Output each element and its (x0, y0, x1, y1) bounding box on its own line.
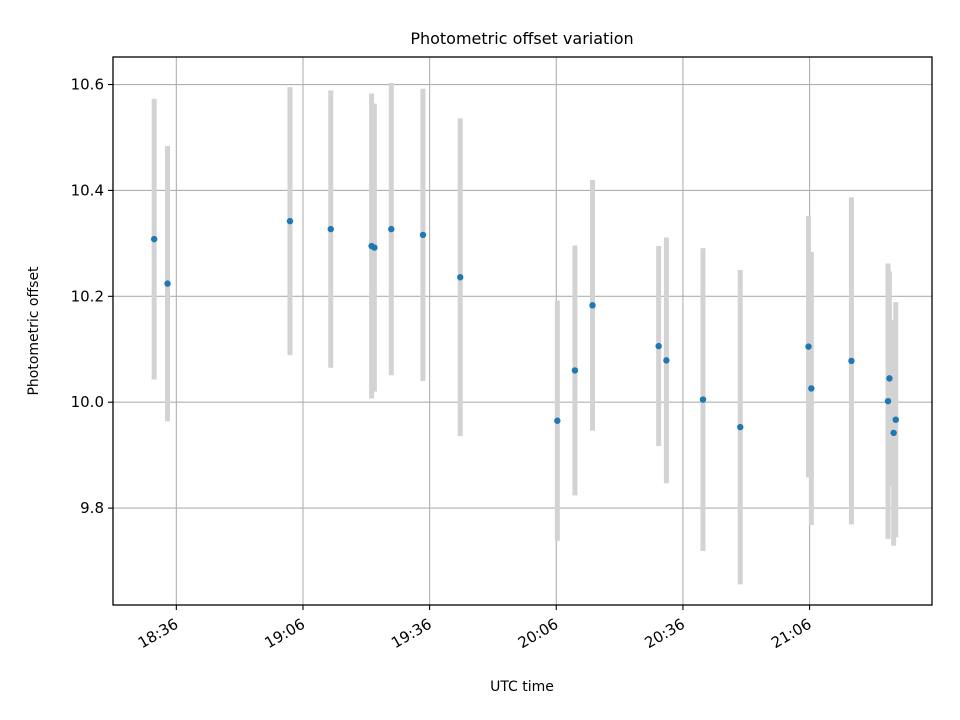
grid (113, 57, 932, 605)
y-tick-label: 10.6 (71, 76, 104, 94)
data-point (890, 429, 897, 437)
data-point (805, 343, 812, 350)
plot-area (113, 57, 932, 605)
data-point (554, 417, 561, 424)
data-point (419, 231, 427, 239)
data-point (286, 217, 294, 225)
data-points (150, 217, 899, 437)
data-point (571, 367, 579, 374)
data-point (886, 375, 893, 382)
plot-frame (112, 56, 933, 606)
x-axis-label: UTC time (490, 679, 554, 695)
y-axis-label: Photometric offset (26, 266, 42, 396)
data-point (884, 397, 892, 405)
data-point (150, 235, 158, 243)
y-tick-label: 10.0 (71, 393, 104, 411)
data-point (892, 416, 899, 423)
data-point (663, 357, 670, 364)
data-point (457, 274, 464, 281)
data-point (808, 385, 815, 392)
data-point (164, 280, 171, 287)
y-tick-label: 10.4 (71, 181, 104, 199)
chart-title: Photometric offset variation (410, 29, 633, 48)
data-point (589, 302, 596, 309)
data-point (699, 396, 707, 403)
y-tick-label: 10.2 (71, 287, 104, 305)
data-point (371, 244, 378, 251)
data-point (327, 225, 334, 233)
data-point (737, 423, 744, 431)
data-point (655, 342, 662, 350)
y-tick-label: 9.8 (80, 499, 104, 517)
data-point (848, 357, 855, 365)
data-point (388, 225, 395, 233)
